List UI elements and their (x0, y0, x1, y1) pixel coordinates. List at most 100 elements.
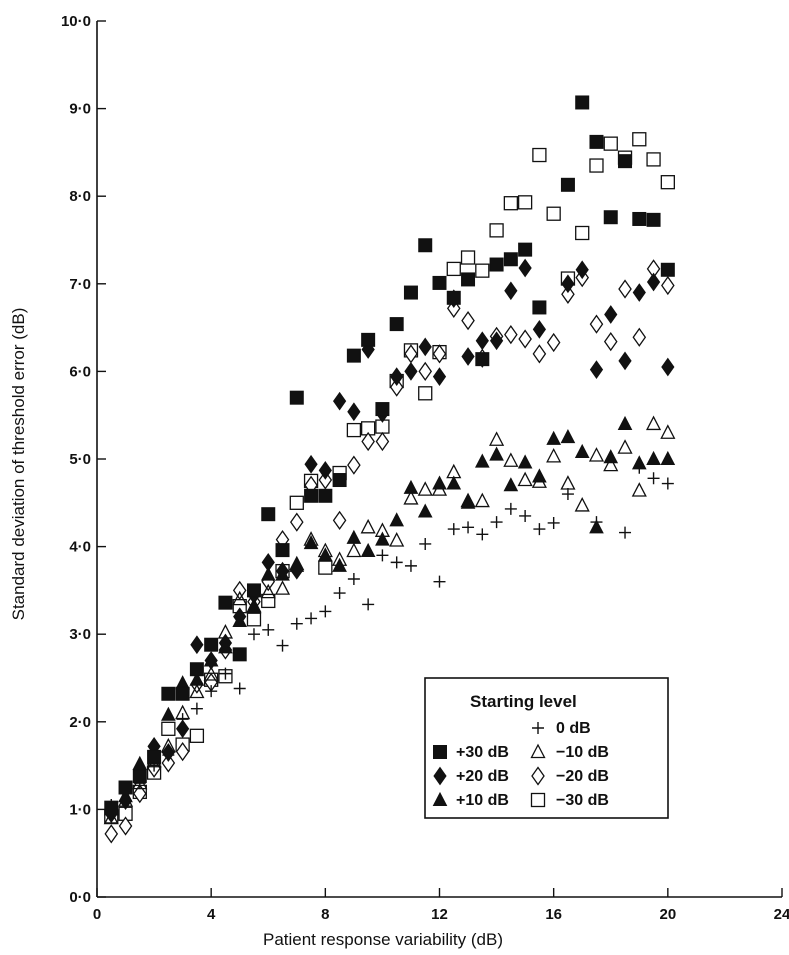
data-point (332, 473, 347, 488)
data-point (661, 477, 674, 490)
data-point (347, 455, 361, 475)
data-point (189, 728, 205, 743)
data-point (332, 391, 347, 411)
data-point (346, 422, 362, 438)
data-point (575, 225, 590, 241)
data-point (161, 743, 175, 762)
y-tick-label: 9·0 (69, 101, 91, 118)
y-tick-label: 3·0 (69, 626, 91, 643)
data-point (161, 721, 176, 736)
legend-label: +20 dB (456, 768, 509, 785)
data-point (218, 633, 233, 653)
data-point (218, 595, 233, 610)
legend-marker (433, 766, 447, 786)
data-point (574, 497, 590, 512)
data-point (375, 531, 390, 546)
data-points (103, 95, 676, 844)
data-point (517, 471, 533, 487)
data-point (532, 319, 547, 339)
data-point (489, 257, 504, 272)
data-point (560, 475, 576, 490)
data-point (260, 583, 276, 599)
data-point (462, 521, 475, 534)
data-point (446, 475, 462, 490)
data-point (417, 503, 433, 518)
data-point (518, 258, 532, 278)
data-point (419, 537, 432, 550)
data-point (232, 580, 247, 601)
legend-marker (530, 743, 546, 759)
data-point (460, 250, 476, 265)
data-point (432, 475, 447, 490)
data-point (389, 317, 404, 332)
data-point (661, 357, 675, 377)
data-point (603, 449, 619, 464)
data-point (289, 512, 304, 532)
x-tick-label: 24 (774, 906, 789, 923)
data-point (305, 612, 318, 625)
data-point (261, 593, 276, 609)
data-point (261, 507, 276, 522)
legend-label: −30 dB (556, 792, 609, 809)
y-tick-label: 0·0 (69, 889, 91, 906)
data-point (418, 337, 432, 357)
data-point (474, 453, 490, 468)
data-point (546, 447, 562, 463)
data-point (417, 481, 433, 496)
data-point (589, 519, 604, 534)
y-tick-label: 2·0 (69, 714, 91, 731)
data-point (274, 580, 291, 595)
data-point (104, 824, 119, 844)
data-point (503, 477, 519, 492)
data-point (475, 331, 489, 351)
series-filled-square (104, 95, 675, 815)
data-point (504, 502, 517, 515)
data-point (104, 800, 119, 815)
data-point (232, 647, 247, 662)
data-point (603, 136, 618, 151)
legend-label: −10 dB (556, 744, 609, 761)
data-point (319, 605, 332, 618)
data-point (618, 351, 632, 371)
legend-marker (530, 792, 546, 808)
data-point (646, 272, 661, 292)
data-point (619, 526, 632, 539)
data-point (118, 816, 133, 836)
data-point (588, 447, 605, 462)
data-point (461, 310, 475, 331)
data-point (346, 529, 362, 544)
data-point (503, 452, 519, 467)
data-point (432, 367, 447, 387)
data-point (546, 430, 561, 445)
data-point (618, 279, 632, 299)
data-point (504, 281, 518, 301)
data-point (404, 559, 417, 572)
data-point (304, 454, 318, 474)
legend-label: +30 dB (456, 744, 509, 761)
data-point (147, 749, 162, 764)
legend-marker (531, 766, 545, 786)
data-point (489, 446, 504, 461)
data-point (433, 575, 446, 588)
y-tick-label: 10·0 (61, 13, 91, 30)
data-point (132, 769, 147, 784)
data-point (247, 628, 260, 641)
data-point (403, 285, 418, 300)
data-point (389, 512, 405, 527)
data-point (503, 252, 518, 267)
data-point (347, 573, 360, 586)
data-point (190, 635, 204, 655)
axis-ticks: 0 4 8 12 16 20 24 0·0 1·0 2·0 3·0 4·0 5·0 6·0 7·0 8·0 9·… (61, 13, 789, 923)
data-point (617, 415, 633, 430)
x-tick-label: 8 (321, 906, 329, 923)
data-point (518, 242, 533, 257)
data-point (489, 431, 505, 446)
data-point (589, 134, 604, 149)
x-tick-label: 4 (207, 906, 216, 923)
data-point (560, 429, 576, 444)
data-point (646, 152, 661, 167)
data-point (461, 272, 476, 287)
data-point (219, 667, 232, 680)
data-point (346, 542, 362, 558)
